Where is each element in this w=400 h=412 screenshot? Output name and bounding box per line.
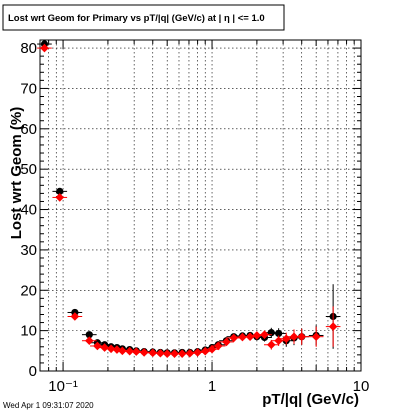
data-point — [297, 332, 307, 341]
data-point — [93, 341, 102, 351]
x-axis-title: pT/|q| (GeV/c) — [262, 391, 359, 408]
y-tick-label: 80 — [20, 40, 37, 57]
y-tick-label: 60 — [20, 121, 37, 138]
data-point — [238, 332, 247, 342]
data-point — [70, 312, 80, 321]
data-point — [267, 340, 276, 350]
y-tick-label: 0 — [29, 363, 37, 380]
data-point — [193, 348, 202, 357]
x-tick-label: 1 — [208, 378, 216, 395]
x-tick-label: 10 — [353, 378, 370, 395]
x-tick-label: 10⁻¹ — [48, 378, 78, 395]
data-point — [207, 344, 217, 354]
title-box: Lost wrt Geom for Primary vs pT/|q| (GeV… — [2, 4, 285, 31]
data-point — [100, 343, 109, 352]
grid-lines — [40, 40, 361, 371]
data-point — [177, 349, 187, 358]
plot-frame — [39, 39, 362, 372]
data-point — [260, 330, 269, 339]
data-point — [222, 337, 231, 347]
data-point — [328, 322, 338, 331]
data-point — [229, 333, 239, 343]
y-tick-label: 50 — [20, 161, 37, 178]
data-point — [311, 332, 321, 341]
y-axis-title: Lost wrt Geom (%) — [8, 107, 25, 240]
data-point — [274, 336, 283, 346]
series-1 — [37, 43, 341, 358]
data-point — [131, 347, 141, 356]
axis-ticks — [40, 39, 362, 372]
data-point — [148, 348, 158, 358]
data-point — [185, 348, 195, 358]
y-tick-label: 10 — [20, 323, 37, 340]
y-tick-label: 30 — [20, 242, 37, 259]
title-frame — [2, 4, 285, 31]
data-point — [85, 331, 93, 339]
data-point — [252, 331, 262, 340]
y-tick-label: 20 — [20, 282, 37, 299]
data-point — [213, 341, 223, 351]
y-tick-label: 70 — [20, 80, 37, 97]
axis-tick-labels: 0 10 20 30 40 50 60 70 80 10⁻¹ 1 10 — [20, 40, 369, 395]
data-point — [170, 349, 179, 358]
data-point — [55, 193, 65, 202]
data-point — [200, 346, 210, 356]
data-point — [139, 348, 149, 357]
data-point — [106, 344, 116, 354]
y-tick-label: 40 — [20, 202, 37, 219]
footer-timestamp: Wed Apr 1 09:31:07 2020 — [3, 401, 94, 410]
data-point — [275, 329, 283, 338]
data-point — [40, 43, 49, 53]
chart-title: Lost wrt Geom for Primary vs pT/|q| (GeV… — [8, 13, 265, 24]
data-point — [56, 187, 64, 195]
data-point — [245, 332, 255, 341]
data-series — [37, 40, 341, 358]
data-point — [85, 336, 94, 346]
data-point — [289, 332, 299, 341]
data-point — [267, 329, 275, 337]
